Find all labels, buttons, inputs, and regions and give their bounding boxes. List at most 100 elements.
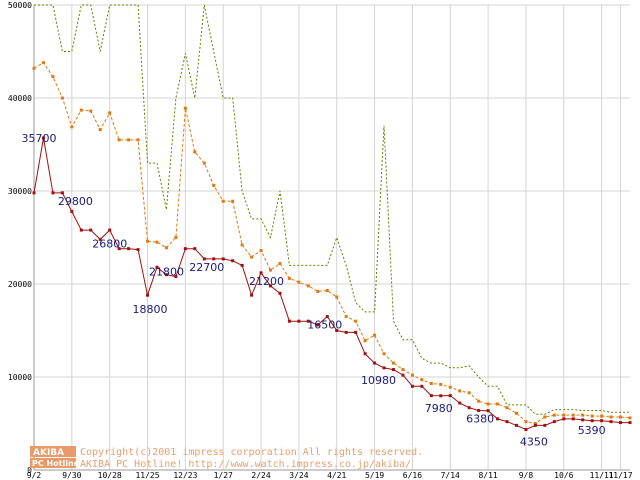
data-point-min <box>269 284 273 288</box>
data-point-average <box>524 420 528 424</box>
data-point-average <box>439 382 443 386</box>
data-point-average <box>32 66 36 70</box>
data-point-min <box>354 330 358 334</box>
data-point-min <box>335 329 339 332</box>
data-point-min <box>600 419 604 423</box>
data-point-min <box>363 352 367 356</box>
x-tick-label: 1/27 <box>214 471 233 480</box>
data-point-min <box>496 417 500 421</box>
data-label: 35700 <box>21 132 56 145</box>
data-point-average <box>136 138 140 142</box>
data-point-average <box>259 249 263 253</box>
data-point-average <box>533 422 537 425</box>
data-point-average <box>344 315 348 319</box>
data-point-min <box>98 237 102 241</box>
data-point-min <box>619 421 623 425</box>
akiba-badge-top: AKIBA <box>33 448 64 458</box>
data-label: 16500 <box>307 319 342 332</box>
data-point-min <box>439 394 443 398</box>
data-point-average <box>60 96 64 100</box>
data-point-min <box>533 423 537 427</box>
data-point-min <box>212 257 216 261</box>
data-point-min <box>41 136 45 140</box>
data-labels: 35700 29800 26800 21800 18800 22700 21200 16500… <box>21 132 605 449</box>
data-point-average <box>628 416 632 420</box>
x-tick-label: 6/16 <box>403 471 422 480</box>
data-point-average <box>316 289 320 293</box>
x-tick-label: 9/30 <box>62 471 81 480</box>
data-point-min <box>429 394 433 398</box>
data-point-min <box>240 263 244 267</box>
data-point-min <box>628 421 632 425</box>
data-point-min <box>32 191 36 195</box>
data-point-min <box>89 228 93 232</box>
data-point-min <box>287 319 291 323</box>
data-point-min <box>373 361 377 365</box>
data-label: 29800 <box>58 195 93 208</box>
data-point-average <box>79 108 83 112</box>
data-point-average <box>335 295 339 299</box>
y-tick-label: 50000 <box>8 1 32 10</box>
data-point-average <box>193 150 197 154</box>
data-point-average <box>164 246 168 250</box>
data-point-average <box>146 239 150 243</box>
data-point-min <box>155 265 159 269</box>
data-point-average <box>562 413 566 417</box>
x-tick-label: 10/28 <box>98 471 122 480</box>
data-point-min <box>146 293 150 297</box>
data-point-average <box>401 368 405 372</box>
data-point-average <box>581 413 585 417</box>
x-tick-label: 5/19 <box>365 471 384 480</box>
site-url-line: AKIBA PC Hotline! http://www.watch.impre… <box>80 459 411 470</box>
data-point-min <box>136 248 140 252</box>
akiba-badge-bottom: PC Hotline <box>32 459 80 468</box>
data-point-average <box>117 138 121 142</box>
data-label: 7980 <box>425 402 453 415</box>
data-point-average <box>70 125 74 129</box>
series-line-min <box>33 137 630 431</box>
data-label: 10980 <box>361 374 396 387</box>
data-point-average <box>325 289 329 293</box>
data-point-min <box>127 247 131 251</box>
data-point-average <box>202 161 206 165</box>
y-tick-label: 20000 <box>8 280 32 289</box>
data-point-average <box>250 255 254 259</box>
data-point-min <box>108 228 112 232</box>
data-point-min <box>70 209 74 213</box>
data-point-average <box>571 413 575 417</box>
data-point-average <box>354 319 358 323</box>
data-point-min <box>250 293 254 297</box>
data-point-min <box>259 271 263 275</box>
data-point-min <box>571 417 575 421</box>
data-point-min <box>221 257 225 261</box>
x-tick-label: 2/24 <box>251 471 270 480</box>
data-point-average <box>89 109 93 113</box>
x-tick-label: 8/11 <box>478 471 497 480</box>
data-point-min <box>316 323 320 327</box>
data-point-average <box>410 373 414 377</box>
data-point-average <box>212 183 216 187</box>
data-point-min <box>505 420 509 424</box>
data-point-average <box>287 276 291 280</box>
data-point-min <box>325 315 329 319</box>
data-point-min <box>477 408 481 412</box>
data-point-average <box>486 402 490 406</box>
data-point-average <box>269 268 273 272</box>
data-point-average <box>297 280 301 284</box>
data-point-average <box>240 243 244 247</box>
data-point-min <box>581 418 585 422</box>
data-point-average <box>98 128 102 132</box>
data-point-average <box>505 406 509 410</box>
data-point-min <box>524 428 528 432</box>
data-point-average <box>429 382 433 386</box>
data-point-average <box>231 199 235 203</box>
y-tick-label: 30000 <box>8 187 32 196</box>
data-point-min <box>297 319 301 323</box>
data-point-min <box>164 273 168 277</box>
data-point-min <box>391 368 395 372</box>
data-point-average <box>448 385 452 389</box>
data-point-min <box>609 420 613 424</box>
data-point-average <box>458 389 462 393</box>
x-tick-label: 12/23 <box>173 471 197 480</box>
data-point-min <box>543 423 547 427</box>
